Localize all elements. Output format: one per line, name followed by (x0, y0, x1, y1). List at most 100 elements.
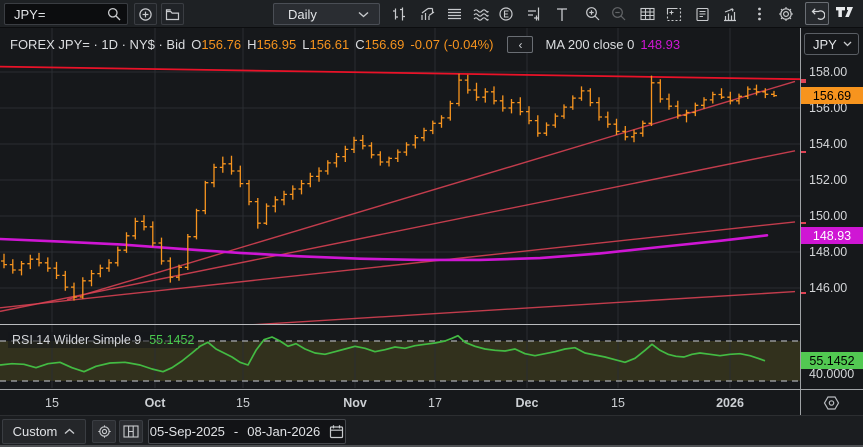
panels-icon (123, 425, 139, 438)
ma-indicator-label: MA 200 close 0 (545, 37, 635, 52)
zoom-out-button[interactable] (608, 4, 630, 24)
price-axis[interactable]: JPY 158.00 156.00 154.00 152.00 150.00 148.00… (801, 28, 863, 389)
news-button[interactable] (691, 4, 713, 24)
undo-icon (811, 8, 825, 20)
ohlc-open: O156.76 (191, 37, 242, 52)
folder-icon (165, 8, 180, 20)
pane-splitter[interactable] (0, 324, 863, 325)
range-dropdown[interactable]: Custom (2, 419, 86, 444)
bottom-toolbar: Custom 05-Sep-2025 - 08-Jan-2026 (0, 415, 863, 447)
top-toolbar: JPY= Daily (0, 0, 863, 28)
data-table-button[interactable] (636, 4, 658, 24)
change-value: -0.07 (-0.04%) (410, 37, 494, 52)
range-value: Custom (12, 424, 58, 439)
layout-panels-button[interactable] (119, 420, 143, 443)
time-tick-label: Nov (343, 396, 367, 410)
rsi-lower-band-label: 40.0000 (809, 367, 855, 381)
chevron-up-icon (64, 428, 75, 435)
events-button[interactable] (495, 4, 517, 24)
performance-icon (724, 7, 736, 21)
chevron-down-icon (358, 11, 369, 17)
currency-dropdown[interactable]: JPY (804, 33, 859, 55)
rsi-value: 55.1452 (149, 333, 195, 347)
more-options-button[interactable] (748, 4, 770, 24)
price-tick-label: 152.00 (809, 173, 848, 187)
waves-icon (473, 9, 489, 21)
chart-region: FOREX JPY= · 1D · NY$ · Bid O156.76 H156… (0, 28, 863, 389)
trendline-axis-tick (801, 151, 806, 153)
time-tick-label: Dec (515, 396, 539, 410)
date-from: 05-Sep-2025 (149, 424, 225, 439)
rsi-value-badge: 55.1452 (801, 352, 863, 369)
plus-circle-icon (139, 7, 152, 21)
kebab-menu-icon (757, 7, 761, 21)
series-title: FOREX JPY= · 1D · NY$ · Bid (10, 37, 186, 52)
ohlc-low: L156.61 (302, 37, 350, 52)
expand-chart-icon (666, 7, 682, 21)
price-pane[interactable] (0, 28, 800, 325)
chart-style-button[interactable] (388, 4, 410, 24)
rsi-label: RSI 14 Wilder Simple 9 (12, 333, 142, 347)
text-tool-button[interactable] (551, 4, 573, 24)
currency-value: JPY (813, 36, 837, 52)
ohlc-high: H156.95 (247, 37, 297, 52)
zoom-out-icon (612, 7, 626, 21)
indicators-icon (421, 7, 435, 20)
tradingview-logo[interactable] (835, 4, 857, 20)
ma-indicator-value: 148.93 (640, 37, 681, 52)
trendline-axis-tick (801, 81, 806, 83)
price-tick-label: 146.00 (809, 281, 848, 295)
price-tick-label: 148.00 (809, 245, 848, 259)
time-tick-label: Oct (144, 396, 166, 410)
indicators-button[interactable] (417, 4, 439, 24)
date-separator: - (233, 424, 239, 439)
interval-dropdown[interactable]: Daily (273, 3, 380, 25)
price-tick-label: 158.00 (809, 65, 848, 79)
trendline-axis-tick (801, 222, 806, 224)
symbol-search-value: JPY= (14, 6, 46, 22)
price-tick-label: 154.00 (809, 137, 848, 151)
undo-button[interactable] (805, 2, 829, 25)
settings-button[interactable] (775, 4, 797, 24)
news-icon (695, 7, 709, 21)
trendline-axis-tick (801, 79, 806, 81)
last-price-badge: 156.69 (801, 87, 863, 104)
trendline-axis-tick (801, 292, 806, 294)
gear-icon (97, 425, 111, 438)
calendar-icon (330, 425, 344, 439)
search-icon (107, 7, 121, 21)
legend-collapse-button[interactable]: ‹ (507, 36, 534, 53)
tradingview-logo-icon (836, 7, 853, 17)
chart-settings-button[interactable] (92, 420, 116, 443)
date-to: 08-Jan-2026 (247, 424, 321, 439)
ohlc-close: C156.69 (355, 37, 405, 52)
compare-button[interactable] (523, 4, 545, 24)
axis-settings-button[interactable] (818, 392, 844, 414)
axis-separator (800, 28, 801, 415)
symbol-search[interactable]: JPY= (4, 3, 128, 25)
compare-icon (528, 7, 540, 21)
ma-price-badge: 148.93 (801, 227, 863, 244)
chevron-down-icon (843, 41, 852, 47)
open-folder-button[interactable] (161, 3, 184, 25)
rsi-legend: RSI 14 Wilder Simple 9 55.1452 (8, 332, 199, 348)
add-instrument-button[interactable] (134, 3, 157, 25)
layout-rows-button[interactable] (443, 4, 465, 24)
layout-rows-icon (447, 8, 461, 20)
zoom-in-button[interactable] (582, 4, 604, 24)
date-range-picker[interactable]: 05-Sep-2025 - 08-Jan-2026 (148, 419, 346, 444)
performance-button[interactable] (719, 4, 741, 24)
price-tick-label: 156.00 (809, 101, 848, 115)
expand-chart-button[interactable] (663, 4, 685, 24)
chart-legend: FOREX JPY= · 1D · NY$ · Bid O156.76 H156… (10, 36, 680, 53)
chart-style-icon (393, 7, 405, 21)
events-icon (499, 7, 513, 21)
price-tick-label: 150.00 (809, 209, 848, 223)
time-tick-label: 15 (45, 396, 59, 410)
time-axis[interactable]: 15 Oct 15 Nov 17 Dec 15 2026 (0, 389, 863, 415)
text-tool-icon (557, 7, 567, 21)
gear-icon (779, 7, 793, 21)
patterns-button[interactable] (470, 4, 492, 24)
time-tick-label: 17 (428, 396, 442, 410)
